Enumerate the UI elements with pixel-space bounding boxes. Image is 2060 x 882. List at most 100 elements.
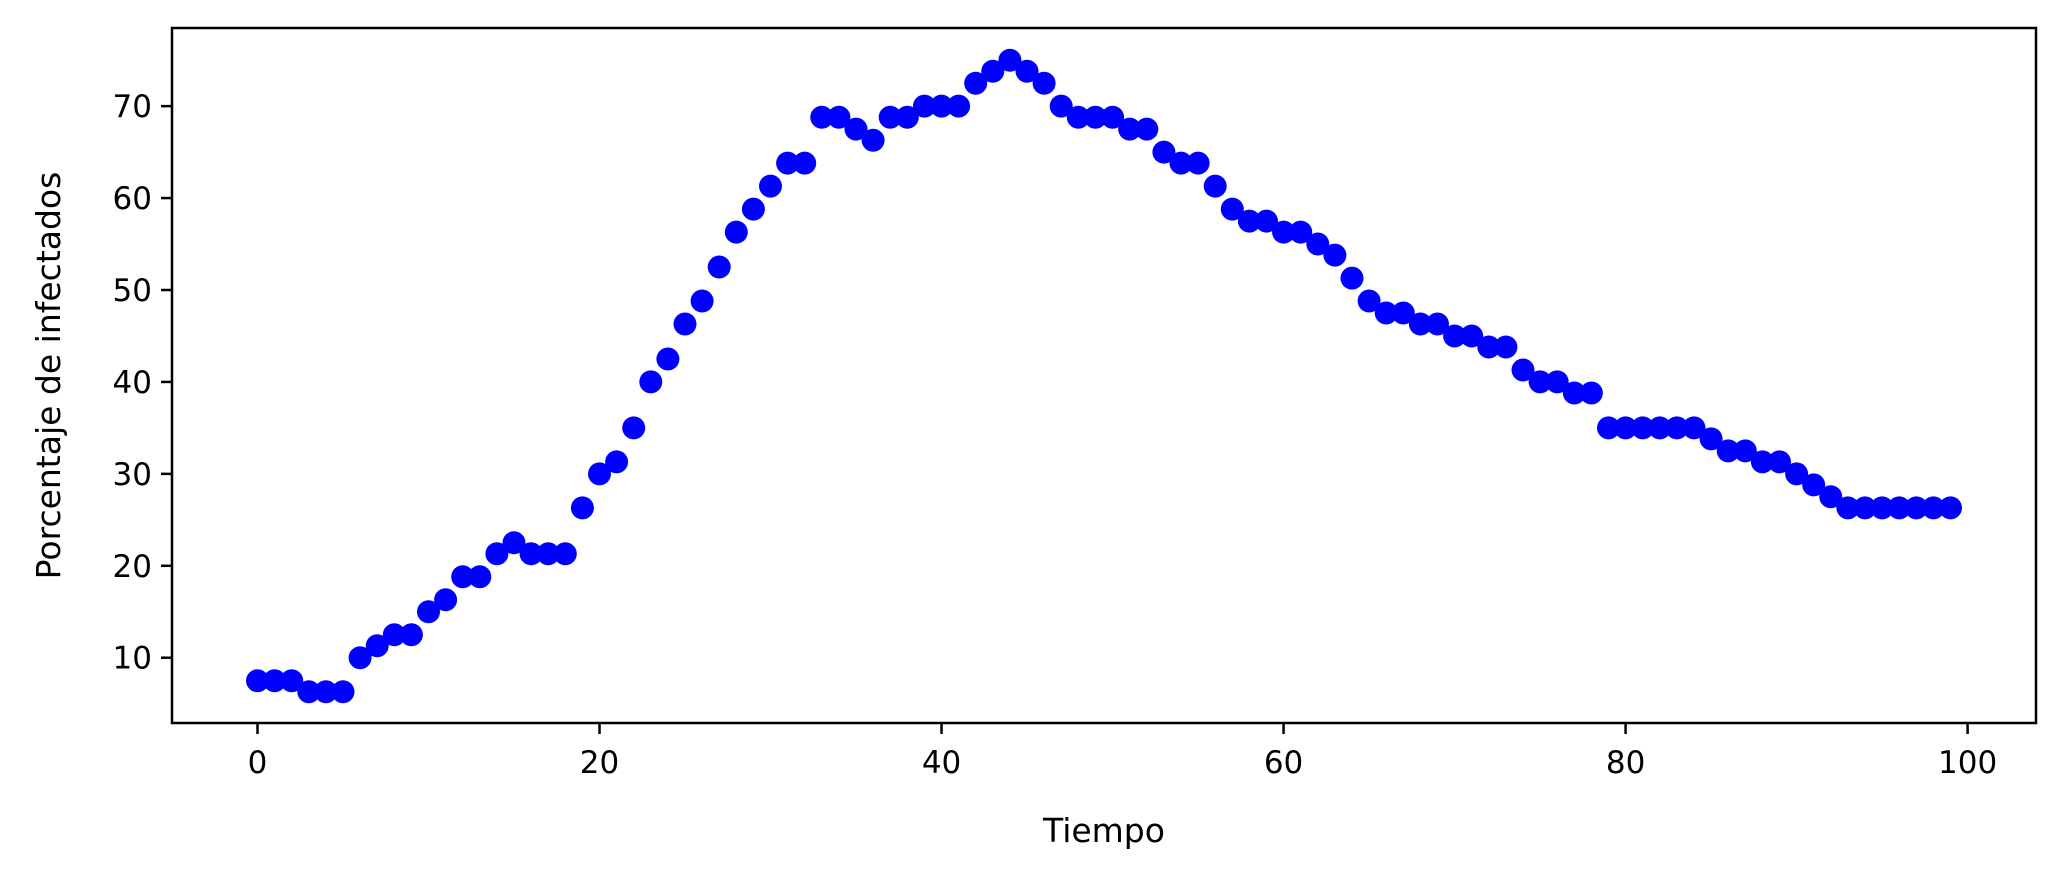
data-point bbox=[1083, 105, 1107, 129]
data-points bbox=[246, 48, 1962, 704]
data-point bbox=[1203, 174, 1227, 198]
data-point bbox=[536, 542, 560, 566]
data-point bbox=[1477, 335, 1501, 359]
data-point bbox=[878, 105, 902, 129]
data-point bbox=[895, 105, 919, 129]
data-point bbox=[1597, 416, 1620, 440]
y-axis-label: Porcentaje de infectados bbox=[29, 172, 68, 580]
data-point bbox=[1887, 496, 1911, 520]
data-point bbox=[1699, 427, 1723, 451]
x-tick-label: 80 bbox=[1606, 745, 1645, 781]
data-point bbox=[793, 151, 817, 175]
data-point bbox=[1648, 416, 1672, 440]
data-point bbox=[1220, 197, 1244, 221]
data-point bbox=[605, 450, 629, 474]
data-point bbox=[1357, 289, 1381, 313]
data-point bbox=[280, 669, 304, 693]
data-point bbox=[1169, 151, 1193, 175]
data-point bbox=[1443, 324, 1467, 348]
data-point bbox=[331, 680, 355, 704]
data-point bbox=[964, 71, 988, 95]
x-axis-ticks: 0 20 40 60 80 100 bbox=[248, 723, 1997, 781]
data-point bbox=[314, 680, 338, 704]
data-point bbox=[1152, 140, 1176, 164]
y-axis-ticks: 10 20 30 40 50 60 70 bbox=[113, 89, 172, 677]
data-point bbox=[263, 669, 287, 693]
data-point bbox=[776, 151, 800, 175]
data-point bbox=[656, 347, 680, 371]
data-point bbox=[1921, 496, 1945, 520]
x-tick-label: 100 bbox=[1938, 745, 1997, 781]
data-point bbox=[1426, 312, 1449, 336]
data-point bbox=[1272, 220, 1296, 244]
data-point bbox=[434, 588, 458, 612]
data-point bbox=[1101, 105, 1125, 129]
data-point bbox=[1870, 496, 1894, 520]
data-point bbox=[1528, 370, 1552, 394]
x-axis-label: Tiempo bbox=[1042, 811, 1165, 850]
data-point bbox=[1904, 496, 1928, 520]
data-point bbox=[1306, 232, 1330, 256]
data-point bbox=[912, 94, 936, 118]
data-point bbox=[451, 565, 475, 589]
data-point bbox=[1545, 370, 1569, 394]
data-point bbox=[1939, 496, 1962, 520]
data-point bbox=[519, 542, 543, 566]
data-point bbox=[502, 531, 526, 555]
data-point bbox=[759, 174, 782, 198]
y-tick-label: 20 bbox=[113, 549, 152, 585]
y-tick-label: 60 bbox=[113, 181, 152, 217]
data-point bbox=[1032, 71, 1056, 95]
data-point bbox=[673, 312, 697, 336]
data-point bbox=[1460, 324, 1484, 348]
data-point bbox=[1066, 105, 1090, 129]
data-point bbox=[1579, 381, 1603, 405]
data-point bbox=[1049, 94, 1073, 118]
data-point bbox=[1374, 301, 1398, 325]
x-tick-label: 40 bbox=[922, 745, 961, 781]
data-point bbox=[1665, 416, 1689, 440]
y-tick-label: 30 bbox=[113, 457, 152, 493]
data-point bbox=[553, 542, 577, 566]
data-point bbox=[1682, 416, 1706, 440]
data-point bbox=[639, 370, 663, 394]
data-point bbox=[1768, 450, 1791, 474]
data-point bbox=[1562, 381, 1586, 405]
data-point bbox=[827, 105, 851, 129]
data-point bbox=[1494, 335, 1518, 359]
y-tick-label: 40 bbox=[113, 365, 152, 401]
y-tick-label: 70 bbox=[113, 89, 152, 125]
data-point bbox=[622, 416, 646, 440]
data-point bbox=[417, 600, 440, 624]
data-point bbox=[399, 623, 423, 647]
x-tick-label: 20 bbox=[580, 745, 619, 781]
data-point bbox=[1716, 439, 1740, 463]
data-point bbox=[1118, 117, 1142, 141]
data-point bbox=[1289, 220, 1313, 244]
data-point bbox=[998, 48, 1022, 72]
data-point bbox=[741, 197, 765, 221]
data-point bbox=[1408, 312, 1432, 336]
data-point bbox=[1614, 416, 1638, 440]
data-point bbox=[724, 220, 748, 244]
data-point bbox=[1836, 496, 1860, 520]
data-point bbox=[1237, 209, 1261, 233]
data-point bbox=[1631, 416, 1655, 440]
data-point bbox=[1323, 243, 1347, 267]
data-point bbox=[485, 542, 509, 566]
data-point bbox=[246, 669, 269, 693]
data-point bbox=[297, 680, 321, 704]
data-point bbox=[1135, 117, 1159, 141]
data-point bbox=[1511, 358, 1535, 382]
data-point bbox=[588, 462, 611, 486]
data-point bbox=[1340, 266, 1364, 290]
data-point bbox=[570, 496, 594, 520]
data-point bbox=[930, 94, 953, 118]
data-point bbox=[1186, 151, 1210, 175]
data-point bbox=[1015, 59, 1039, 83]
data-point bbox=[861, 128, 885, 152]
data-point bbox=[810, 105, 834, 129]
data-point bbox=[1750, 450, 1774, 474]
data-point bbox=[365, 634, 389, 658]
